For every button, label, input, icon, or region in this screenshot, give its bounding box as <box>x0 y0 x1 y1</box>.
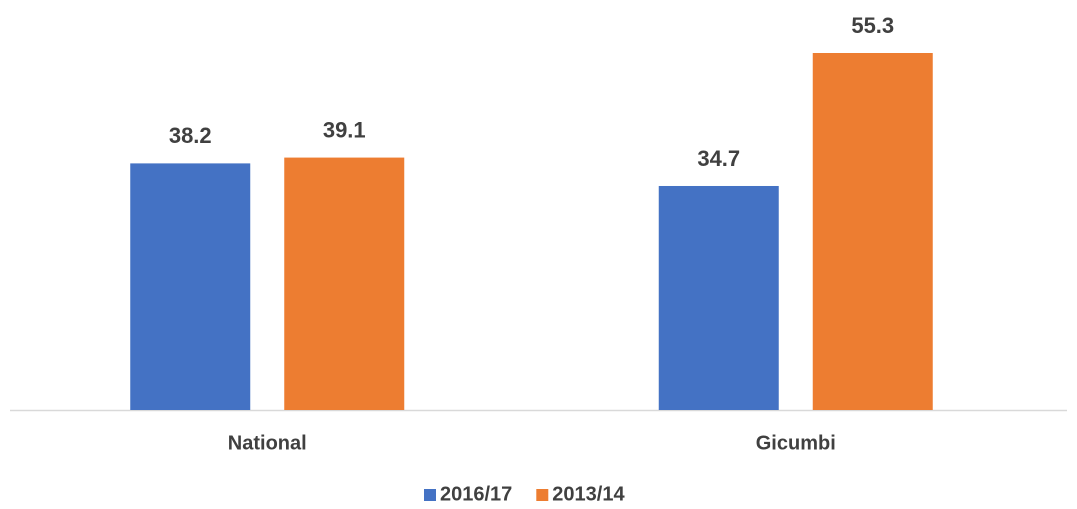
legend-label: 2016/17 <box>440 483 512 505</box>
bar <box>658 185 779 410</box>
data-label: 55.3 <box>851 13 894 38</box>
data-label: 38.2 <box>169 123 212 148</box>
data-label: 39.1 <box>323 117 366 142</box>
bar <box>130 163 251 410</box>
x-tick-label: National <box>228 432 307 454</box>
x-tick-label: Gicumbi <box>756 432 836 454</box>
legend-swatch <box>536 489 549 501</box>
data-label: 34.7 <box>697 146 740 171</box>
bar <box>284 157 405 410</box>
legend-swatch <box>424 489 436 501</box>
legend-label: 2013/14 <box>552 483 625 505</box>
bar <box>812 53 933 410</box>
